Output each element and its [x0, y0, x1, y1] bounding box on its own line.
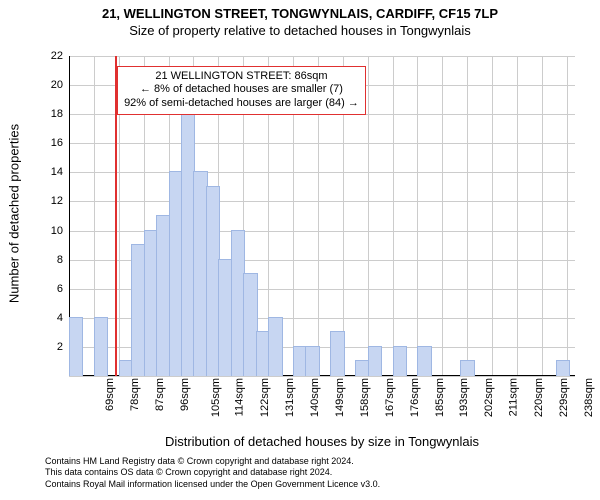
y-tick-label: 20	[51, 79, 69, 91]
x-tick-label: 131sqm	[280, 378, 296, 417]
page-title: 21, WELLINGTON STREET, TONGWYNLAIS, CARD…	[0, 6, 600, 21]
gridline-y	[69, 201, 575, 202]
y-tick-label: 22	[51, 50, 69, 62]
y-tick-label: 4	[57, 312, 69, 324]
x-tick-label: 158sqm	[355, 378, 371, 417]
footer-line: Contains HM Land Registry data © Crown c…	[45, 456, 380, 467]
gridline-x	[492, 56, 493, 376]
x-tick-label: 122sqm	[255, 378, 271, 417]
footer-attribution: Contains HM Land Registry data © Crown c…	[45, 456, 380, 490]
gridline-x	[467, 56, 468, 376]
y-tick-label: 16	[51, 137, 69, 149]
info-box-line: 92% of semi-detached houses are larger (…	[124, 97, 359, 111]
page-subtitle: Size of property relative to detached ho…	[0, 23, 600, 38]
x-tick-label: 114sqm	[230, 378, 246, 416]
y-tick-label: 18	[51, 108, 69, 120]
x-tick-label: 69sqm	[100, 378, 116, 411]
histogram-bar	[94, 317, 108, 376]
gridline-y	[69, 172, 575, 173]
info-box-line: ← 8% of detached houses are smaller (7)	[124, 83, 359, 97]
gridline-x	[442, 56, 443, 376]
histogram-bar	[268, 317, 282, 376]
x-tick-label: 96sqm	[175, 378, 191, 411]
info-box: 21 WELLINGTON STREET: 86sqm← 8% of detac…	[117, 66, 366, 115]
gridline-x	[417, 56, 418, 376]
info-box-line: 21 WELLINGTON STREET: 86sqm	[124, 70, 359, 84]
histogram-bar	[556, 360, 570, 376]
histogram-bar	[330, 331, 344, 376]
gridline-x	[567, 56, 568, 376]
x-tick-label: 140sqm	[305, 378, 321, 417]
x-tick-label: 185sqm	[430, 378, 446, 417]
y-tick-label: 10	[51, 225, 69, 237]
y-tick-label: 2	[57, 341, 69, 353]
histogram-plot: 24681012141618202269sqm78sqm87sqm96sqm10…	[69, 56, 575, 376]
histogram-bar	[393, 346, 407, 376]
footer-line: Contains Royal Mail information licensed…	[45, 479, 380, 490]
x-tick-label: 238sqm	[579, 378, 595, 417]
x-tick-label: 149sqm	[330, 378, 346, 417]
y-tick-label: 6	[57, 283, 69, 295]
x-tick-label: 105sqm	[206, 378, 222, 417]
histogram-bar	[368, 346, 382, 376]
histogram-bar	[305, 346, 319, 376]
x-tick-label: 176sqm	[405, 378, 421, 417]
y-axis-label: Number of detached properties	[7, 114, 22, 314]
gridline-x	[393, 56, 394, 376]
gridline-x	[517, 56, 518, 376]
x-axis-label: Distribution of detached houses by size …	[69, 434, 575, 449]
x-tick-label: 202sqm	[479, 378, 495, 417]
x-tick-label: 78sqm	[125, 378, 141, 411]
x-tick-label: 87sqm	[150, 378, 166, 411]
x-tick-label: 211sqm	[503, 378, 519, 416]
gridline-y	[69, 56, 575, 57]
histogram-bar	[460, 360, 474, 376]
gridline-y	[69, 376, 575, 377]
gridline-x	[542, 56, 543, 376]
x-tick-label: 220sqm	[529, 378, 545, 417]
gridline-x	[368, 56, 369, 376]
y-tick-label: 12	[51, 195, 69, 207]
x-tick-label: 193sqm	[455, 378, 471, 417]
x-tick-label: 167sqm	[380, 378, 396, 417]
histogram-bar	[69, 317, 83, 376]
y-tick-label: 8	[57, 254, 69, 266]
footer-line: This data contains OS data © Crown copyr…	[45, 467, 380, 478]
histogram-bar	[417, 346, 431, 376]
gridline-y	[69, 143, 575, 144]
y-tick-label: 14	[51, 166, 69, 178]
x-tick-label: 229sqm	[554, 378, 570, 417]
